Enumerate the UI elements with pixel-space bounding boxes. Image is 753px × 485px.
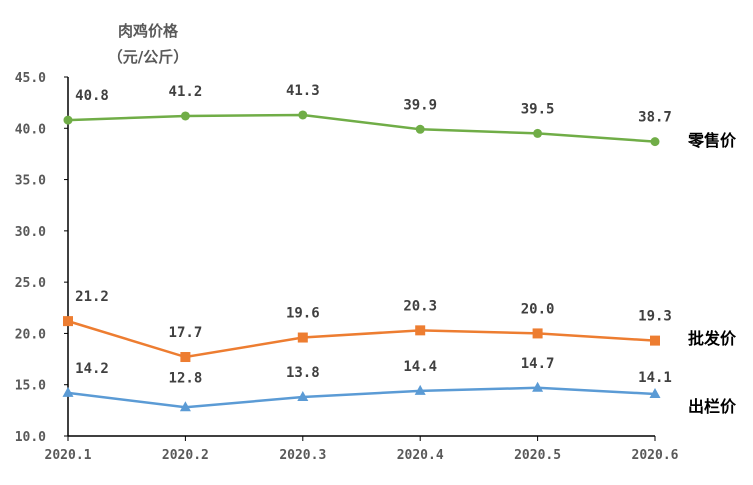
x-tick-label: 2020.6 <box>632 448 679 463</box>
data-label: 20.3 <box>403 298 437 314</box>
data-point-circle <box>650 137 660 147</box>
data-label: 20.0 <box>521 301 555 317</box>
data-point-triangle <box>414 384 426 395</box>
series-line <box>67 386 656 409</box>
data-label: 14.1 <box>638 370 672 386</box>
y-tick-label: 30.0 <box>15 225 46 240</box>
data-label: 21.2 <box>75 289 109 305</box>
data-label: 19.3 <box>638 309 672 325</box>
data-label: 39.5 <box>521 101 555 117</box>
data-label: 19.6 <box>286 306 320 322</box>
series-3: 14.2 12.8 13.8 14.4 14.7 14.1 出栏价 <box>62 356 737 416</box>
data-point-square <box>63 316 73 327</box>
data-point-triangle <box>297 391 309 402</box>
x-tick-label: 2020.1 <box>45 448 92 463</box>
data-point-square <box>650 335 660 346</box>
data-point-circle <box>298 110 308 120</box>
data-label: 38.7 <box>638 110 672 126</box>
data-label: 12.8 <box>169 370 203 386</box>
data-label: 14.7 <box>521 356 555 372</box>
data-label: 13.8 <box>286 365 320 381</box>
y-tick-label: 40.0 <box>15 122 46 137</box>
data-point-square <box>180 352 191 363</box>
x-tick-label: 2020.4 <box>397 448 444 463</box>
series-line <box>67 113 656 143</box>
y-axis-title-line2: （元/公斤） <box>108 48 188 66</box>
y-axis-title-line1: 肉鸡价格 <box>118 22 179 40</box>
series-line <box>67 319 656 359</box>
data-point-triangle <box>62 386 74 397</box>
data-label: 14.4 <box>403 359 437 375</box>
series-2: 21.2 17.7 19.6 20.3 20.0 19.3 批发价 <box>63 289 737 363</box>
y-tick-label: 20.0 <box>15 327 46 342</box>
data-point-square <box>532 328 543 339</box>
data-label: 41.2 <box>169 84 203 100</box>
data-point-circle <box>63 115 73 125</box>
series-name-label: 出栏价 <box>688 397 737 416</box>
y-tick-label: 25.0 <box>15 276 46 291</box>
data-label: 41.3 <box>286 83 320 99</box>
series-name-label: 批发价 <box>688 329 737 348</box>
x-tick-label: 2020.2 <box>162 448 209 463</box>
data-point-circle <box>415 124 425 134</box>
y-tick-label: 10.0 <box>15 430 46 445</box>
data-label: 39.9 <box>403 97 437 113</box>
data-point-square <box>415 325 426 336</box>
data-point-triangle <box>532 381 544 392</box>
data-label: 17.7 <box>169 325 203 341</box>
data-point-circle <box>180 111 190 121</box>
data-point-triangle <box>649 387 661 398</box>
series-name-label: 零售价 <box>687 131 737 150</box>
y-tick-label: 45.0 <box>15 71 46 86</box>
series-1: 40.8 41.2 41.3 39.9 39.5 38.7 零售价 <box>63 83 737 150</box>
data-label: 40.8 <box>75 88 109 104</box>
y-tick-label: 35.0 <box>15 174 46 189</box>
data-point-square <box>297 332 308 343</box>
x-tick-label: 2020.5 <box>514 448 561 463</box>
y-tick-label: 15.0 <box>15 379 46 394</box>
data-point-triangle <box>179 401 191 412</box>
x-tick-label: 2020.3 <box>279 448 326 463</box>
data-label: 14.2 <box>75 361 109 377</box>
data-point-circle <box>533 128 543 138</box>
